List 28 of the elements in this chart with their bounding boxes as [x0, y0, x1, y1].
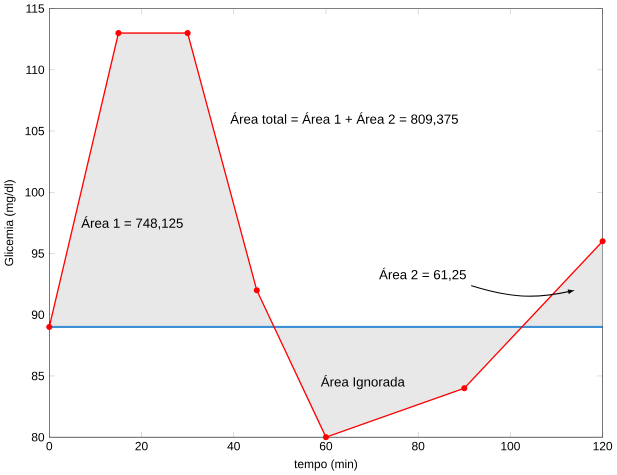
y-tick-label: 95 — [32, 249, 44, 258]
y-tick-label: 115 — [26, 4, 44, 13]
y-tick-label: 80 — [32, 432, 44, 442]
point — [46, 324, 52, 330]
point — [184, 30, 191, 36]
point — [461, 385, 468, 392]
y-tick-label: 105 — [26, 126, 44, 136]
x-tick-label: 80 — [412, 442, 424, 450]
x-tick-label: 100 — [501, 442, 520, 450]
x-tick-label: 60 — [320, 442, 332, 450]
x-tick-label: 0 — [46, 442, 52, 450]
y-axis-title: Glicemia (mg/dl) — [4, 180, 16, 266]
x-tick-label: 120 — [594, 442, 612, 450]
x-tick-label: 40 — [227, 442, 240, 450]
annotation: Área 1 = 748,125 — [81, 216, 183, 230]
annotation: Área total = Área 1 + Área 2 = 809,375 — [230, 112, 458, 126]
annotation: Área 2 = 61,25 — [379, 268, 466, 281]
x-axis-title: tempo (min) — [294, 459, 358, 471]
annotation: Área Ignorada — [320, 374, 405, 390]
y-tick-label: 110 — [26, 66, 44, 74]
point — [600, 238, 606, 244]
point — [254, 287, 260, 294]
point — [322, 434, 330, 440]
y-tick-label: 85 — [32, 372, 44, 380]
point — [115, 30, 122, 36]
x-tick-label: 20 — [135, 442, 148, 450]
y-tick-label: 90 — [32, 310, 44, 319]
y-tick-label: 100 — [26, 188, 44, 197]
